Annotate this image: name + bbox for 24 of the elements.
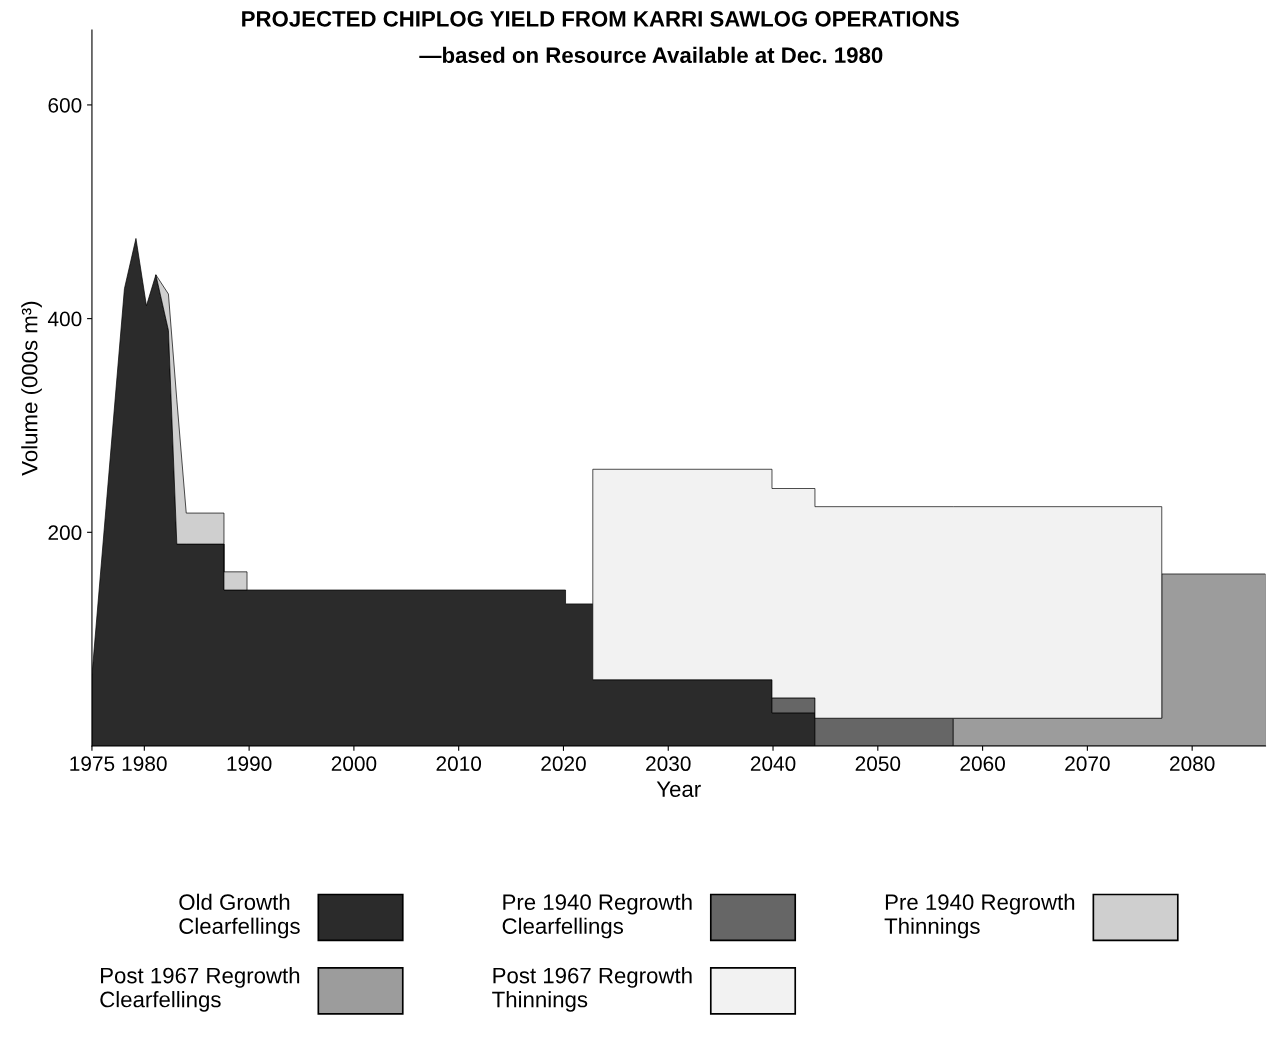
- legend-label: Old Growth Clearfellings: [179, 893, 300, 939]
- x-tick-label: 1975: [70, 756, 115, 772]
- y-tick-label: 400: [47, 311, 82, 327]
- text: —based on Resource Available at Dec. 1980: [419, 46, 883, 64]
- legend-label: Post 1967 Regrowth Clearfellings: [100, 967, 300, 1012]
- x-tick-label: 2080: [1170, 756, 1215, 772]
- y-tick-label: 200: [48, 525, 82, 541]
- x-tick-label: 2010: [436, 756, 482, 772]
- legend-label: Pre 1940 Regrowth Thinnings: [884, 893, 1075, 939]
- x-tick-label: 2050: [855, 756, 901, 772]
- legend-label: Pre 1940 Regrowth Clearfellings: [502, 893, 692, 939]
- legend-label: Post 1967 Regrowth Thinnings: [492, 967, 692, 1012]
- x-tick-label: 2020: [541, 756, 586, 772]
- x-axis-title: Year: [656, 781, 701, 798]
- y-tick-label: 600: [48, 97, 82, 113]
- x-tick-label: 2040: [750, 756, 796, 772]
- x-tick-label: 1990: [227, 756, 272, 772]
- x-tick-label: 2000: [331, 756, 377, 772]
- chart-title: PROJECTED CHIPLOG YIELD FROM KARRI SAWLOG OPERATIONS: [242, 10, 959, 27]
- x-tick-label: 1980: [122, 756, 167, 772]
- x-tick-label: 2060: [960, 756, 1005, 772]
- x-tick-label: 2030: [646, 756, 691, 772]
- x-tick-label: 2070: [1065, 756, 1110, 772]
- y-axis-title: Volume (000s m³): [21, 301, 42, 476]
